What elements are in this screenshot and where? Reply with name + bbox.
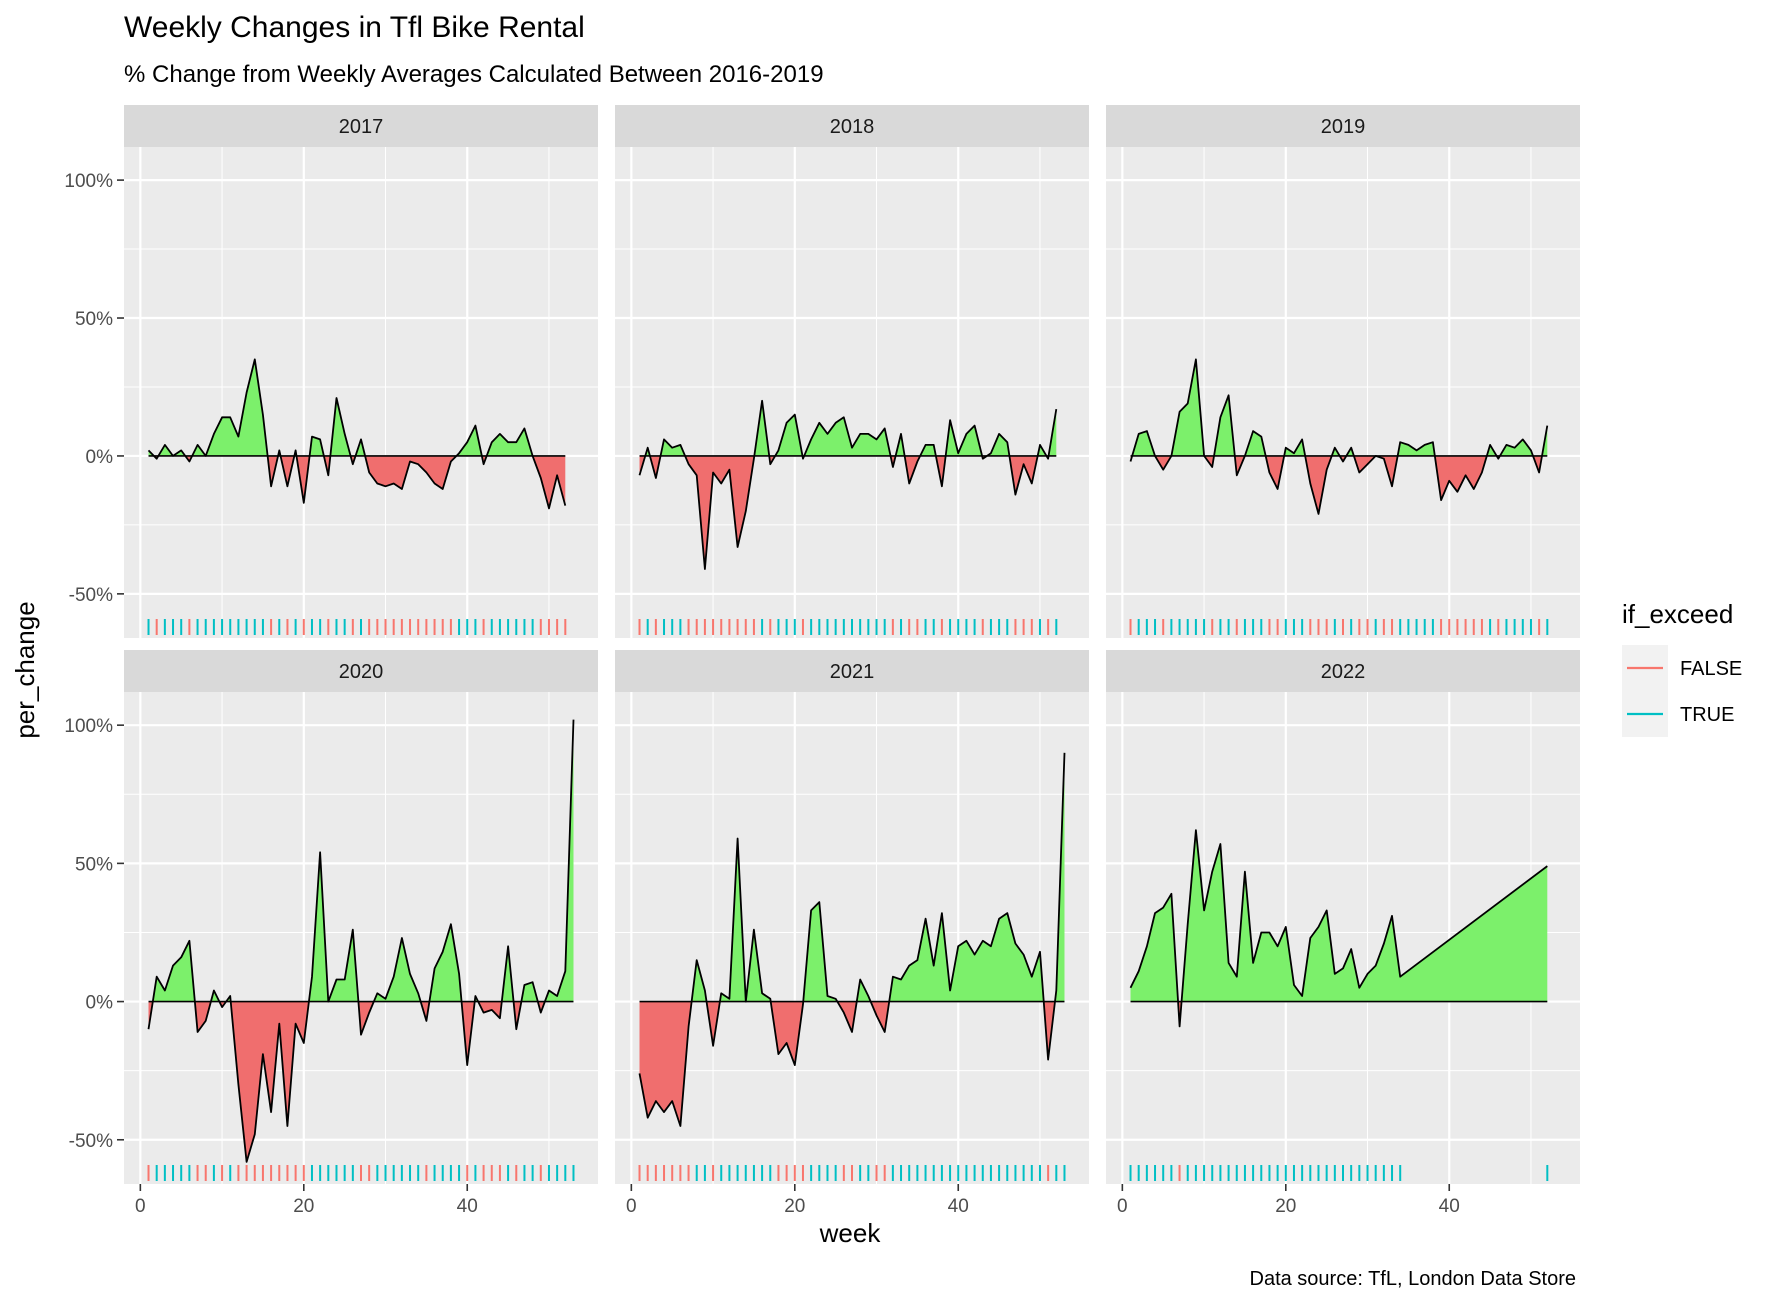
positive-area xyxy=(639,752,1065,1002)
positive-area xyxy=(639,400,1057,456)
facet-strip-label: 2021 xyxy=(830,661,875,683)
y-axis-title: per_change xyxy=(10,601,40,738)
y-tick-label: 100% xyxy=(64,171,113,192)
legend-title: if_exceed xyxy=(1622,599,1733,629)
y-tick-label: 0% xyxy=(86,447,114,468)
series-line xyxy=(638,752,1066,1127)
positive-area xyxy=(148,359,566,456)
facet-strip-label: 2020 xyxy=(339,661,384,683)
facet-panel-2020: 2020 -50% 0% 50% 100% 0 20 40 xyxy=(64,650,598,1217)
panel-background xyxy=(1106,147,1580,638)
facet-strip xyxy=(124,105,598,147)
x-tick-label: 0 xyxy=(1117,1196,1128,1217)
facet-panels: 2017-50%0%50%100%2018 20192020-50%0%50%10… xyxy=(64,105,1580,1217)
facet-panel-2019: 2019 xyxy=(1106,105,1580,638)
facet-strip xyxy=(615,650,1089,692)
panel-background xyxy=(124,147,598,638)
facet-strip xyxy=(124,650,598,692)
series-line xyxy=(147,719,575,1163)
chart-title: Weekly Changes in Tfl Bike Rental xyxy=(124,11,585,44)
chart-caption: Data source: TfL, London Data Store xyxy=(1250,1268,1577,1290)
x-tick-label: 20 xyxy=(784,1196,805,1217)
facet-panel-2021: 2021 0 20 40 xyxy=(615,650,1089,1217)
panel-background xyxy=(615,147,1089,638)
x-tick-label: 40 xyxy=(457,1196,478,1217)
facet-panel-2018: 2018 xyxy=(615,105,1089,638)
positive-area xyxy=(148,719,574,1002)
facet-strip xyxy=(1106,105,1580,147)
series-line xyxy=(638,399,1058,570)
negative-area xyxy=(1130,455,1548,514)
panel-background xyxy=(615,692,1089,1184)
facet-panel-2022: 2022 0 20 40 xyxy=(1106,650,1580,1217)
facet-strip-label: 2017 xyxy=(339,116,384,138)
y-tick-label: -50% xyxy=(69,585,113,606)
y-tick-label: 100% xyxy=(64,716,113,737)
x-axis-title: week xyxy=(819,1218,882,1248)
series-line xyxy=(1129,829,1548,1028)
x-tick-label: 40 xyxy=(948,1196,969,1217)
x-tick-label: 20 xyxy=(293,1196,314,1217)
x-tick-label: 0 xyxy=(626,1196,637,1217)
facet-panel-2017: 2017 -50% 0% 50% 100% xyxy=(64,105,598,638)
facet-strip xyxy=(615,105,1089,147)
legend-label: TRUE xyxy=(1680,704,1734,726)
x-tick-label: 20 xyxy=(1275,1196,1296,1217)
facet-strip xyxy=(1106,650,1580,692)
panel-background xyxy=(124,692,598,1184)
facet-strip-label: 2019 xyxy=(1321,116,1366,138)
facet-strip-label: 2022 xyxy=(1321,661,1366,683)
y-tick-label: 50% xyxy=(75,309,113,330)
x-tick-label: 40 xyxy=(1439,1196,1460,1217)
y-tick-label: -50% xyxy=(69,1131,113,1152)
legend: if_exceed FALSE TRUE xyxy=(1622,599,1742,737)
positive-area xyxy=(1130,830,1548,1002)
series-line xyxy=(147,358,567,510)
series-line xyxy=(1129,358,1549,515)
x-tick-label: 0 xyxy=(135,1196,146,1217)
y-tick-label: 0% xyxy=(86,993,114,1014)
negative-area xyxy=(148,1001,574,1162)
facet-strip-label: 2018 xyxy=(830,116,875,138)
legend-label: FALSE xyxy=(1680,658,1742,680)
chart-subtitle: % Change from Weekly Averages Calculated… xyxy=(124,61,824,88)
y-tick-label: 50% xyxy=(75,854,113,875)
negative-area xyxy=(639,455,1057,569)
